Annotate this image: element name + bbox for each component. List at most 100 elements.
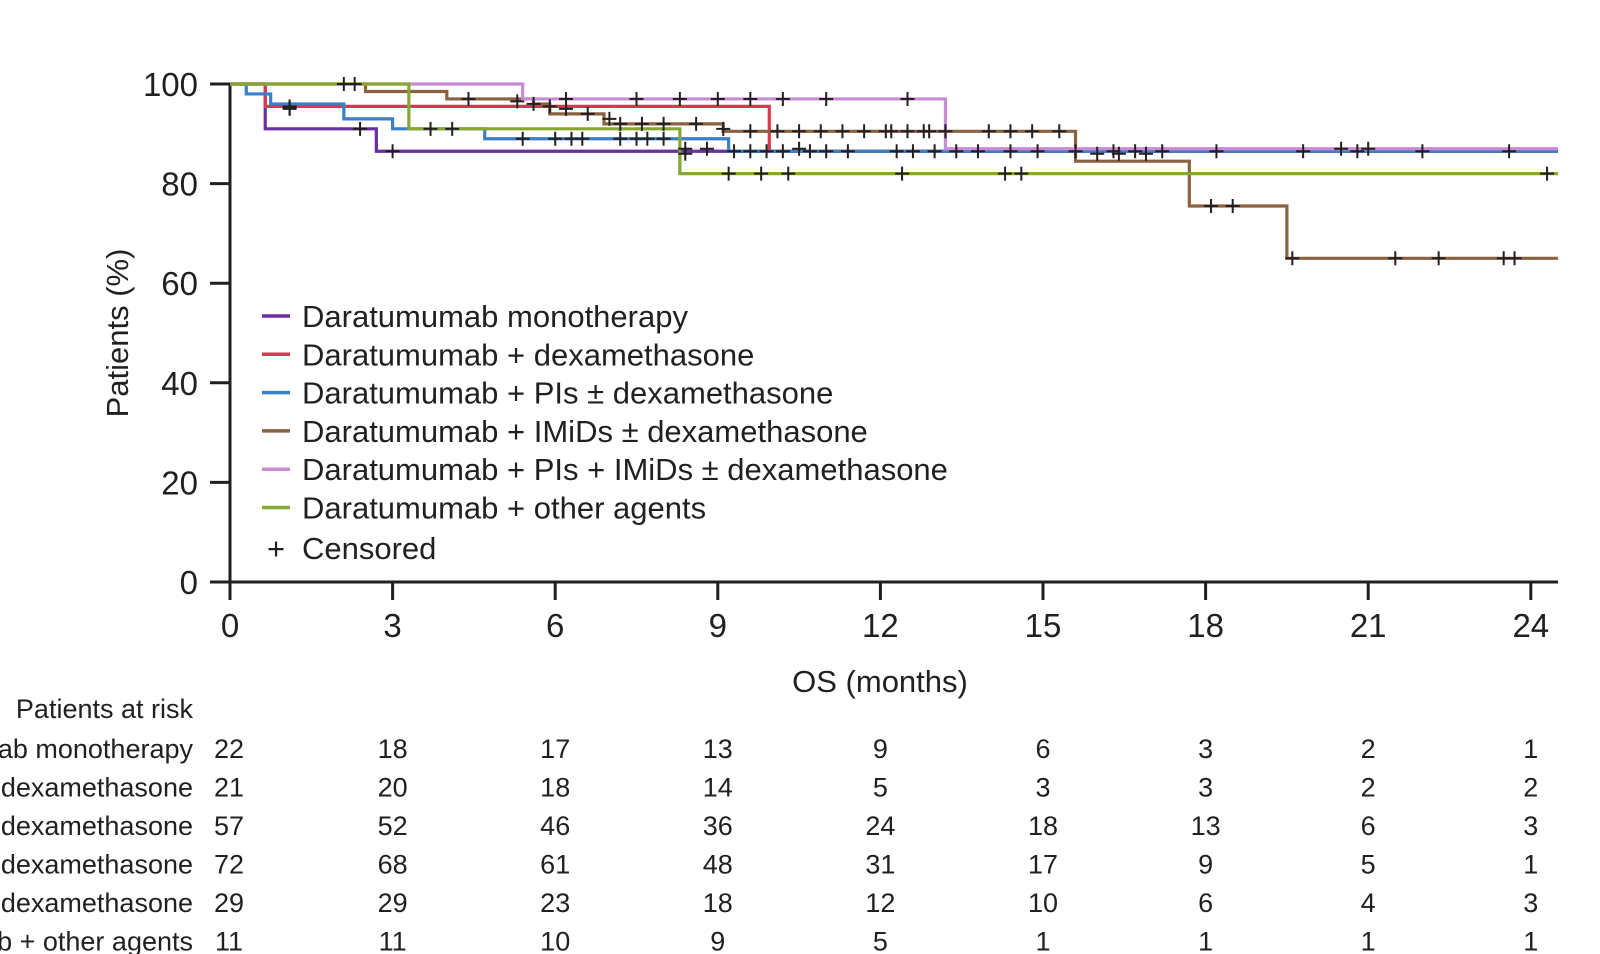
censor-mark: [1225, 199, 1240, 214]
risk-table-header: Patients at risk: [16, 694, 194, 724]
risk-value: 20: [378, 773, 408, 803]
censor-mark: [282, 101, 297, 116]
censor-mark: [613, 116, 628, 131]
censor-mark: [634, 116, 649, 131]
risk-value: 18: [703, 888, 733, 918]
censor-mark: [743, 144, 758, 159]
chart-axes: 0 20 40 60 80 100 0 3 6 9 12 15 18 21 24: [143, 66, 1558, 644]
censor-mark: [840, 144, 855, 159]
risk-value: 2: [1523, 773, 1538, 803]
risk-value: 4: [1361, 888, 1376, 918]
censor-mark: [1003, 124, 1018, 139]
censor-mark: [672, 91, 687, 106]
censor-mark: [781, 166, 796, 181]
censor-mark: [640, 131, 655, 146]
risk-value: 5: [873, 773, 888, 803]
censor-mark: [743, 124, 758, 139]
censor-mark: [922, 124, 937, 139]
censor-mark: [1014, 166, 1029, 181]
risk-value: 29: [214, 888, 244, 918]
censor-mark: [716, 121, 731, 136]
censor-mark: [727, 144, 742, 159]
risk-value: 1: [1523, 734, 1538, 764]
censor-mark: [347, 77, 362, 91]
censor-mark: [542, 99, 557, 114]
risk-value: 17: [1028, 850, 1058, 880]
censor-mark: [1030, 144, 1045, 159]
y-axis-title: Patients (%): [100, 249, 135, 418]
risk-row-label: nab monotherapy: [0, 734, 193, 764]
censor-mark: [1138, 146, 1153, 161]
x-tick-label: 6: [546, 607, 564, 644]
censor-mark: [689, 116, 704, 131]
risk-value: 13: [1191, 811, 1221, 841]
censor-marks-layer: [282, 77, 1555, 266]
y-tick-label: 60: [161, 265, 198, 302]
risk-value: 3: [1198, 734, 1213, 764]
risk-value: 12: [865, 888, 895, 918]
censor-mark: [819, 91, 834, 106]
censor-mark: [1502, 144, 1517, 159]
censor-mark: [792, 141, 807, 156]
censor-mark: [819, 144, 834, 159]
censor-mark: [1155, 144, 1170, 159]
censor-mark: [423, 121, 438, 136]
censor-mark: [775, 91, 790, 106]
x-tick-label: 0: [221, 607, 239, 644]
risk-value: 10: [1028, 888, 1058, 918]
censor-mark: [1361, 141, 1376, 156]
censor-mark: [1431, 251, 1446, 266]
legend-label: Daratumumab + other agents: [302, 491, 706, 526]
censor-mark: [927, 144, 942, 159]
risk-value: 21: [214, 773, 244, 803]
risk-value: 13: [703, 734, 733, 764]
censor-mark: [656, 116, 671, 131]
risk-row-label: + dexamethasone: [0, 773, 193, 803]
risk-value: 14: [703, 773, 733, 803]
series-line: [230, 82, 1558, 260]
risk-value: 46: [540, 811, 570, 841]
y-tick-label: 0: [180, 564, 198, 601]
censor-mark: [1209, 144, 1224, 159]
risk-value: 9: [1198, 850, 1213, 880]
series-line: [230, 82, 1558, 153]
risk-value: 9: [873, 734, 888, 764]
legend-label: Censored: [302, 531, 436, 566]
x-tick-label: 12: [862, 607, 899, 644]
censor-mark: [559, 91, 574, 106]
censor-mark: [938, 124, 953, 139]
risk-value: 31: [865, 850, 895, 880]
risk-value: 68: [378, 850, 408, 880]
censor-mark: [1334, 141, 1349, 156]
censor-mark: [580, 106, 595, 121]
censor-mark: [759, 144, 774, 159]
risk-row-label: ± dexamethasone: [0, 850, 193, 880]
censor-mark: [1415, 144, 1430, 159]
risk-value: 48: [703, 850, 733, 880]
risk-value: 3: [1198, 773, 1213, 803]
risk-value: 6: [1198, 888, 1213, 918]
risk-value: 24: [865, 811, 895, 841]
risk-value: 9: [710, 927, 725, 954]
risk-value: 6: [1035, 734, 1050, 764]
censor-mark: [1388, 251, 1403, 266]
censor-mark: [998, 166, 1013, 181]
series-line: [230, 82, 1558, 176]
censor-mark: [721, 166, 736, 181]
censor-mark: [575, 131, 590, 146]
censor-mark: [1068, 144, 1083, 159]
censor-mark: [1111, 146, 1126, 161]
risk-value: 18: [378, 734, 408, 764]
risk-value: 1: [1361, 927, 1376, 954]
risk-value: 1: [1523, 850, 1538, 880]
x-tick-label: 18: [1187, 607, 1224, 644]
censor-mark: [878, 124, 893, 139]
risk-value: 11: [379, 927, 407, 954]
risk-value: 3: [1035, 773, 1050, 803]
censor-mark: [385, 144, 400, 159]
risk-value: 1: [1198, 927, 1213, 954]
censor-mark: [835, 124, 850, 139]
risk-value: 2: [1361, 734, 1376, 764]
risk-value: 1: [1035, 927, 1050, 954]
x-tick-label: 24: [1512, 607, 1549, 644]
